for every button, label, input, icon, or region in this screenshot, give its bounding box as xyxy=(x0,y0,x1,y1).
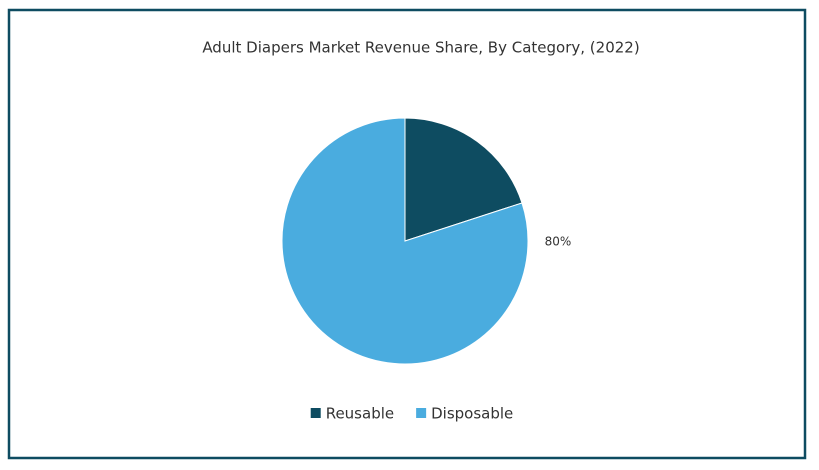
pie-slice xyxy=(281,117,529,365)
legend-swatch xyxy=(416,408,427,418)
legend-label: Reusable xyxy=(326,405,394,423)
pie-slice xyxy=(404,117,523,242)
chart-title: Adult Diapers Market Revenue Share, By C… xyxy=(202,39,639,57)
legend-label: Disposable xyxy=(431,405,513,423)
legend-swatch xyxy=(310,408,321,418)
data-label: 80% xyxy=(545,234,572,248)
